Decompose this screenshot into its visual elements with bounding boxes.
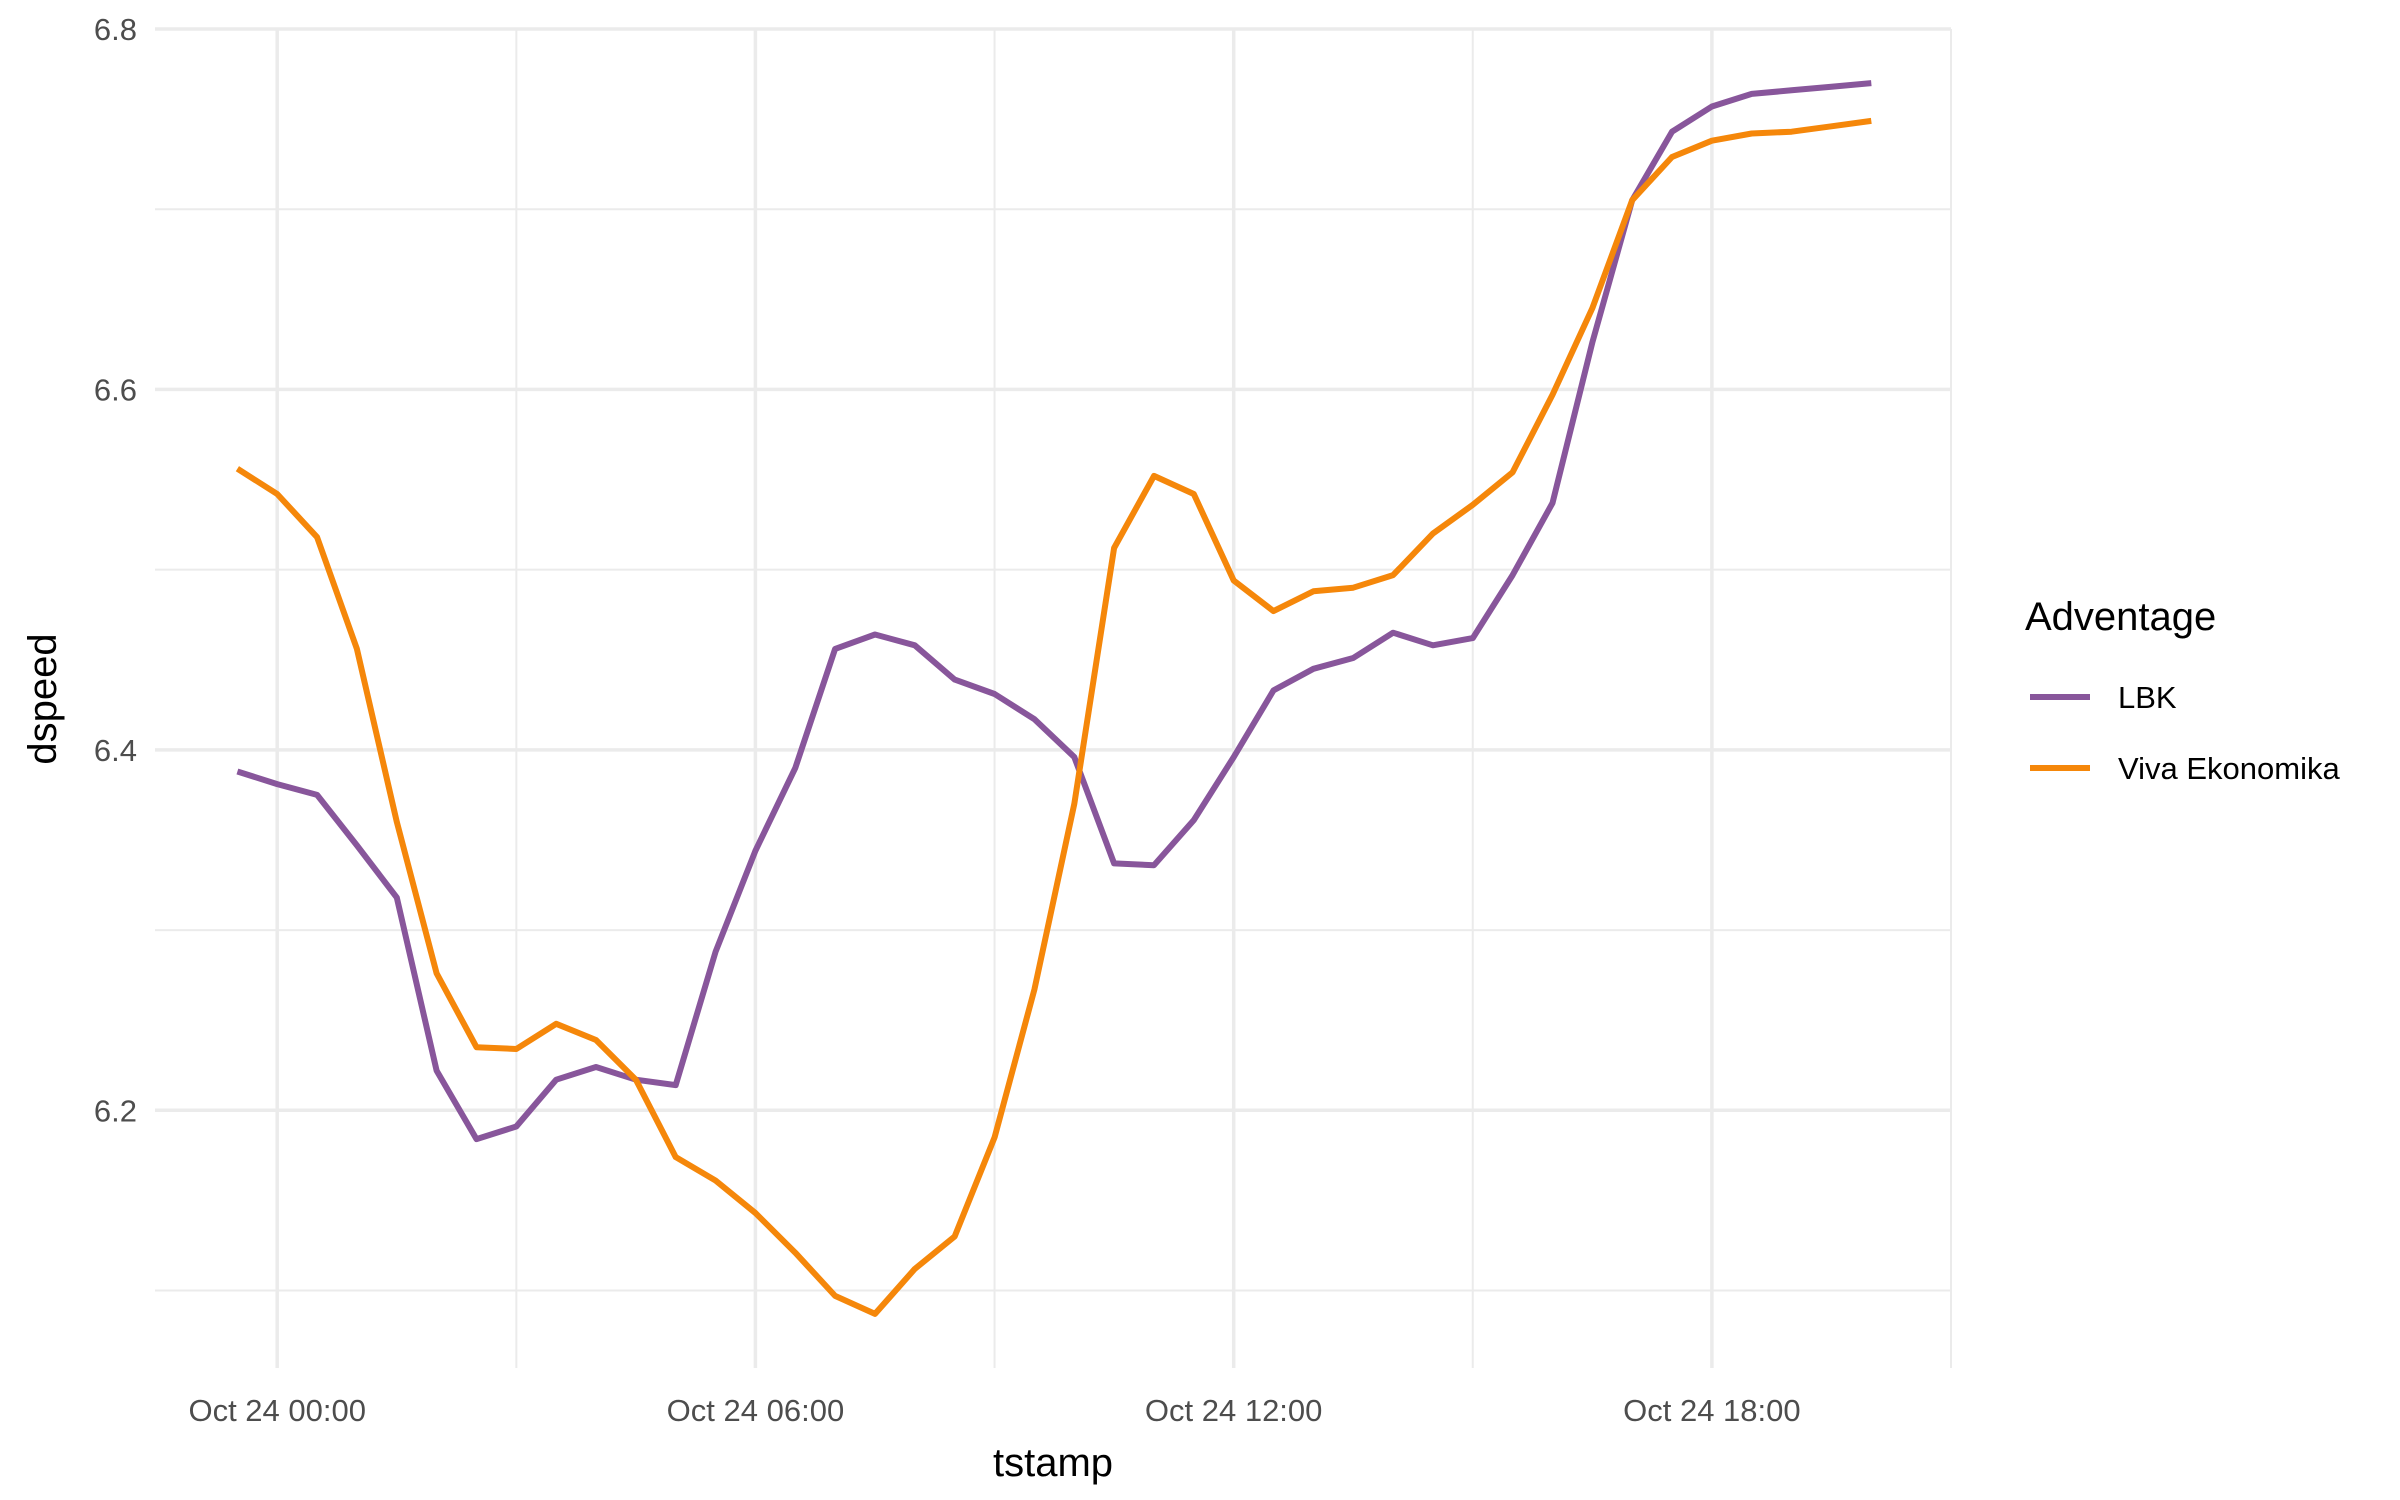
y-tick-label: 6.2	[94, 1093, 137, 1128]
legend-label: Viva Ekonomika	[2118, 751, 2340, 786]
y-tick-label: 6.6	[94, 372, 137, 407]
line-series	[236, 80, 1872, 1143]
x-tick-label: Oct 24 12:00	[1145, 1393, 1323, 1428]
x-tick-label: Oct 24 00:00	[188, 1393, 366, 1428]
y-tick-label: 6.4	[94, 733, 137, 768]
y-tick-label: 6.8	[94, 12, 137, 47]
x-tick-label: Oct 24 18:00	[1623, 1393, 1801, 1428]
legend-title: Adventage	[2025, 595, 2216, 639]
y-axis-title: dspeed	[21, 633, 65, 764]
grid	[155, 27, 1952, 1368]
legend-label: LBK	[2118, 680, 2177, 715]
x-tick-label: Oct 24 06:00	[667, 1393, 845, 1428]
x-axis-title: tstamp	[993, 1441, 1113, 1485]
line-series	[235, 117, 1872, 1317]
